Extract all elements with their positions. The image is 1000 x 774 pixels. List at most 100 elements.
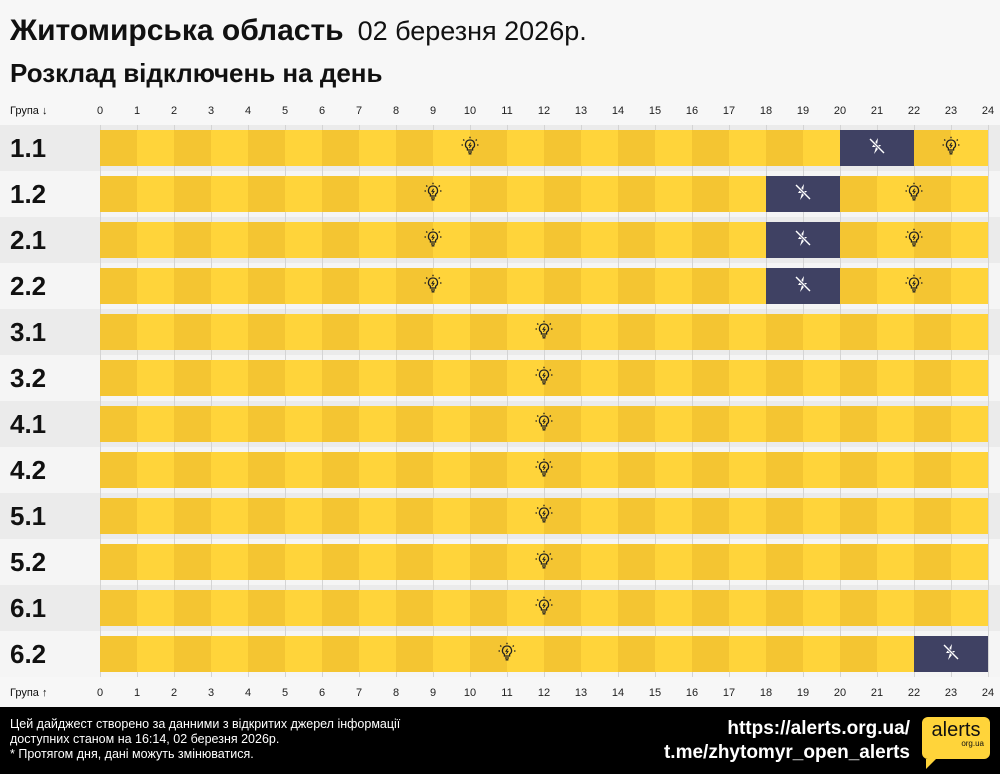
group-label: 4.2 [10,455,47,485]
power-on-segment [100,636,914,672]
power-on-segment [100,360,988,396]
logo-subtext: org.ua [961,739,984,748]
disclaimer-line: Цей дайджест створено за данними з відкр… [10,717,401,731]
hour-tick: 9 [429,105,437,117]
hour-gridline [729,125,730,677]
group-label: 1.1 [10,133,47,163]
hour-gridline [137,125,138,677]
region-name: Житомирська область [10,14,344,47]
hour-tick: 21 [870,687,884,699]
lightbulb-icon [534,550,554,575]
hour-gridline [692,125,693,677]
power-on-segment [914,130,988,166]
page-subtitle: Розклад відключень на день [10,58,383,88]
hour-gridline [359,125,360,677]
group-label: 3.2 [10,363,47,393]
power-on-segment [840,176,988,212]
hour-tick: 11 [501,105,513,117]
hour-axis-bottom: Група ↑ 0 1 2 3 4 5 6 7 8 9 10 11 12 13 14 15 16 17 18 19 20 2… [0,685,1000,703]
hour-tick: 17 [722,105,736,117]
group-label: 5.2 [10,547,47,577]
power-off-icon [793,182,813,207]
hour-tick: 11 [501,687,513,699]
hour-tick: 14 [611,687,625,699]
hour-gridline [470,125,471,677]
power-off-segment [914,636,988,672]
hour-tick: 18 [759,105,773,117]
power-on-segment [100,314,988,350]
hour-tick: 13 [574,687,588,699]
telegram-link[interactable]: t.me/zhytomyr_open_alerts [663,742,910,763]
lightbulb-icon [904,274,924,299]
hour-gridline [914,125,915,677]
hour-tick: 17 [722,687,736,699]
power-on-segment [100,590,988,626]
hour-tick: 3 [207,105,215,117]
hour-tick: 2 [170,105,178,117]
group-sort-label: Група ↓ [10,105,48,117]
hour-tick: 20 [833,105,847,117]
footer: Цей дайджест створено за данними з відкр… [0,707,1000,774]
hour-tick: 20 [833,687,847,699]
hour-tick: 23 [944,687,958,699]
power-on-segment [100,406,988,442]
hour-gridline [507,125,508,677]
lightbulb-icon [941,136,961,161]
hour-gridline [100,125,101,677]
lightbulb-icon [534,366,554,391]
schedule-grid: 1.1 1.2 2.1 2.2 3.1 3.2 4.1 4.2 5.1 5.2 6.1 6.2 [0,125,1000,677]
hour-gridline [988,125,989,677]
disclaimer: Цей дайджест створено за данними з відкр… [10,717,400,762]
lightbulb-icon [904,182,924,207]
power-on-segment [100,268,766,304]
hour-tick: 15 [648,687,662,699]
lightbulb-icon [534,504,554,529]
hour-tick: 2 [170,687,178,699]
hour-gridline [951,125,952,677]
hour-gridline [803,125,804,677]
hour-gridline [285,125,286,677]
power-off-icon [793,274,813,299]
hour-tick: 12 [537,105,551,117]
alerts-logo: alerts org.ua [922,717,990,769]
hour-gridline [655,125,656,677]
group-label: 6.2 [10,639,47,669]
hour-tick: 21 [870,105,884,117]
lightbulb-icon [534,412,554,437]
hour-tick: 9 [429,687,437,699]
lightbulb-icon [423,228,443,253]
hour-gridline [581,125,582,677]
hour-tick: 4 [244,105,252,117]
hour-gridline [544,125,545,677]
hour-tick: 8 [392,687,400,699]
hour-tick: 18 [759,687,773,699]
group-label: 2.1 [10,225,47,255]
hour-gridline [766,125,767,677]
disclaimer-line: * Протягом дня, дані можуть змінюватися. [10,747,254,761]
hour-tick: 10 [463,687,477,699]
power-off-segment [766,222,840,258]
lightbulb-icon [460,136,480,161]
power-off-icon [867,136,887,161]
group-label: 2.2 [10,271,47,301]
hour-tick: 5 [281,687,289,699]
hour-tick: 0 [96,105,104,117]
power-on-segment [100,498,988,534]
power-off-segment [840,130,914,166]
hour-tick: 12 [537,687,551,699]
hour-tick: 22 [907,105,921,117]
hour-tick: 6 [318,687,326,699]
lightbulb-icon [423,182,443,207]
hour-tick: 13 [574,105,588,117]
lightbulb-icon [904,228,924,253]
lightbulb-icon [534,458,554,483]
hour-tick: 1 [133,687,141,699]
power-on-segment [100,176,766,212]
hour-tick: 4 [244,687,252,699]
site-link[interactable]: https://alerts.org.ua/ [727,718,910,739]
hour-tick: 10 [463,105,477,117]
power-on-segment [840,222,988,258]
power-on-segment [100,452,988,488]
hour-tick: 7 [355,105,363,117]
group-label: 4.1 [10,409,47,439]
